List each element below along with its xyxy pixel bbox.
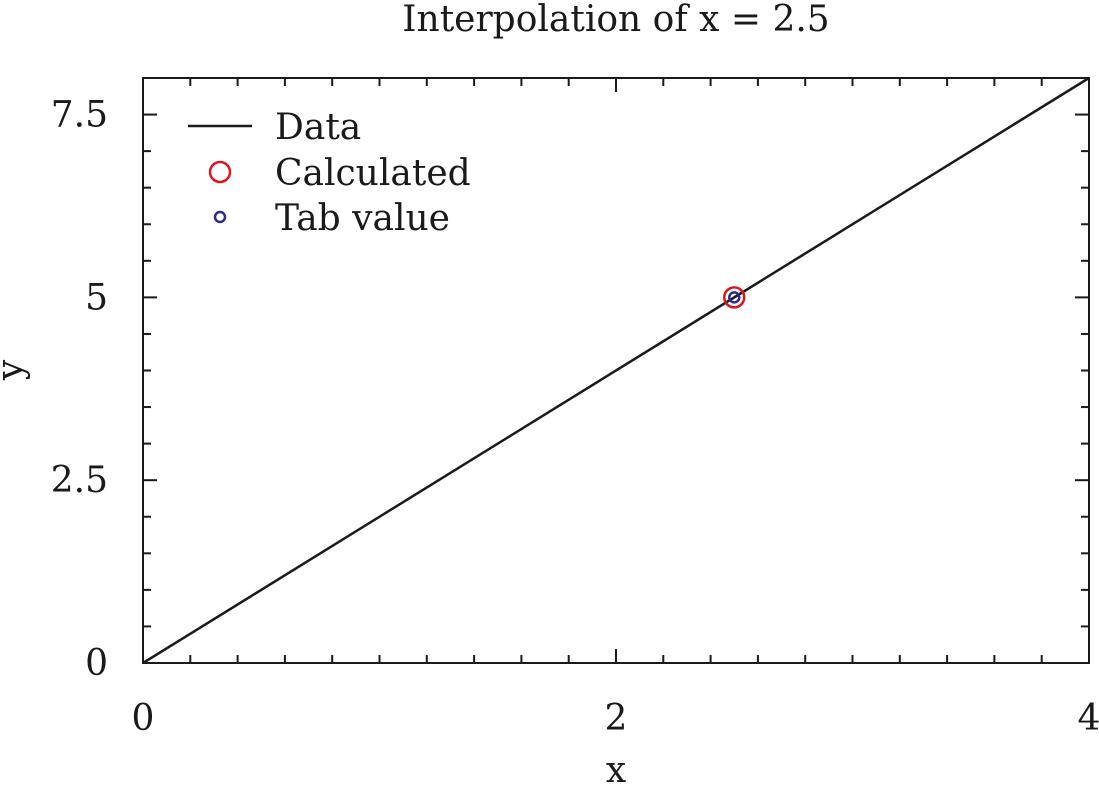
y-tick-label: 0: [85, 643, 108, 684]
y-tick-labels: 0 2.5 5 7.5: [51, 95, 108, 684]
x-axis-label: x: [606, 750, 626, 787]
legend-calculated-swatch: [208, 160, 232, 184]
legend: Data Calculated Tab value: [188, 107, 471, 239]
legend-tab-value-label: Tab value: [275, 198, 450, 239]
axis-ticks: [142, 77, 1090, 664]
series-layer: [142, 76, 1090, 665]
calculated-point: [723, 286, 746, 309]
y-tick-label: 5: [85, 277, 108, 318]
x-tick-label: 2: [605, 698, 628, 739]
y-tick-label: 7.5: [51, 95, 108, 136]
legend-calculated-label: Calculated: [275, 153, 471, 194]
tab-value-point: [728, 291, 741, 304]
series-line-data: [142, 76, 1090, 665]
legend-data-label: Data: [275, 107, 361, 148]
chart-title: Interpolation of x = 2.5: [402, 0, 829, 40]
x-tick-label: 4: [1078, 698, 1099, 739]
legend-tab-value-swatch: [213, 210, 227, 224]
x-tick-labels: 0 2 4: [132, 698, 1099, 739]
y-tick-label: 2.5: [51, 460, 108, 501]
x-tick-label: 0: [132, 698, 155, 739]
y-axis-label: y: [0, 359, 31, 381]
